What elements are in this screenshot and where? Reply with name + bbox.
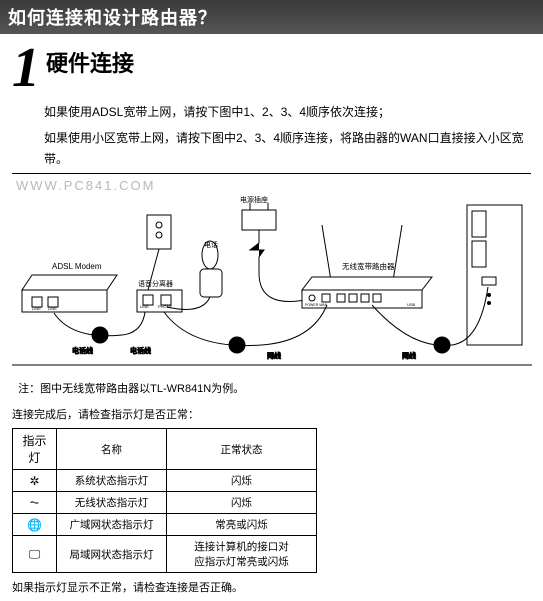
svg-text:POWER WAN: POWER WAN — [305, 303, 328, 307]
splitter-label: 语音分离器 — [138, 279, 173, 288]
hardware-diagram: LINE LINE ADSL Modem LINE PHONE 语音分离器 电话 电… — [12, 195, 532, 375]
watermark-text: WWW.PC841.COM — [16, 178, 531, 193]
table-row: 🖵 局域网状态指示灯 连接计算机的接口对 应指示灯常亮或闪烁 — [13, 536, 317, 573]
lan-icon: 🖵 — [13, 536, 57, 573]
row-status: 闪烁 — [167, 470, 317, 492]
check-message: 连接完成后，请检查指示灯是否正常： — [12, 406, 531, 422]
svg-text:电话: 电话 — [204, 240, 218, 249]
step-title: 硬件连接 — [46, 46, 134, 78]
content-area: 1 硬件连接 如果使用ADSL宽带上网，请按下图中1、2、3、4顺序依次连接； … — [0, 34, 543, 601]
wifi-icon: ⏦ — [13, 492, 57, 514]
col-name: 名称 — [57, 429, 167, 470]
banner-title: 如何连接和设计路由器？ — [8, 8, 217, 28]
svg-text:电话线: 电话线 — [130, 346, 151, 355]
svg-text:网线: 网线 — [267, 351, 281, 360]
table-header-row: 指示灯 名称 正常状态 — [13, 429, 317, 470]
col-icon: 指示灯 — [13, 429, 57, 470]
svg-text:网线: 网线 — [402, 351, 416, 360]
svg-text:USB: USB — [407, 302, 416, 307]
step-number: 1 — [12, 40, 40, 96]
table-row: 🌐 广域网状态指示灯 常亮或闪烁 — [13, 514, 317, 536]
instruction-2: 如果使用小区宽带上网，请按下图中2、3、4顺序连接，将路由器的WAN口直接接入小… — [44, 128, 531, 169]
col-status: 正常状态 — [167, 429, 317, 470]
table-row: ⏦ 无线状态指示灯 闪烁 — [13, 492, 317, 514]
splitter-icon: LINE PHONE 语音分离器 — [137, 215, 182, 312]
svg-text:1: 1 — [97, 330, 102, 340]
svg-text:LINE: LINE — [32, 306, 41, 311]
router-icon: POWER WAN USB 无线宽带路由器 — [302, 225, 432, 308]
svg-text:PHONE: PHONE — [158, 304, 173, 309]
svg-text:无线宽带路由器: 无线宽带路由器 — [342, 261, 395, 271]
table-row: ✲ 系统状态指示灯 闪烁 — [13, 470, 317, 492]
svg-text:电话线: 电话线 — [72, 346, 93, 355]
modem-icon: LINE LINE ADSL Modem — [22, 262, 117, 312]
svg-text:LINE: LINE — [140, 304, 149, 309]
svg-text:LINE: LINE — [48, 306, 57, 311]
instruction-1: 如果使用ADSL宽带上网，请按下图中1、2、3、4顺序依次连接； — [44, 102, 531, 122]
svg-text:电源插座: 电源插座 — [240, 195, 268, 204]
wan-icon: 🌐 — [13, 514, 57, 536]
diagram-note: 注：图中无线宽带路由器以TL-WR841N为例。 — [12, 380, 531, 396]
row-name: 系统状态指示灯 — [57, 470, 167, 492]
svg-text:3: 3 — [439, 340, 444, 350]
row-name: 无线状态指示灯 — [57, 492, 167, 514]
system-icon: ✲ — [13, 470, 57, 492]
row-name: 局域网状态指示灯 — [57, 536, 167, 573]
svg-text:2: 2 — [234, 340, 239, 350]
computer-icon — [467, 205, 522, 345]
row-status: 连接计算机的接口对 应指示灯常亮或闪烁 — [167, 536, 317, 573]
step-header: 1 硬件连接 — [12, 40, 531, 96]
power-adapter-icon: 电源插座 — [240, 195, 310, 302]
modem-label: ADSL Modem — [52, 262, 102, 271]
page-banner: 如何连接和设计路由器？ — [0, 0, 543, 34]
row-status: 常亮或闪烁 — [167, 514, 317, 536]
row-status: 闪烁 — [167, 492, 317, 514]
divider — [12, 173, 531, 174]
row-name: 广域网状态指示灯 — [57, 514, 167, 536]
indicator-table: 指示灯 名称 正常状态 ✲ 系统状态指示灯 闪烁 ⏦ 无线状态指示灯 闪烁 🌐 … — [12, 428, 317, 573]
footer-note: 如果指示灯显示不正常，请检查连接是否正确。 — [12, 579, 531, 595]
